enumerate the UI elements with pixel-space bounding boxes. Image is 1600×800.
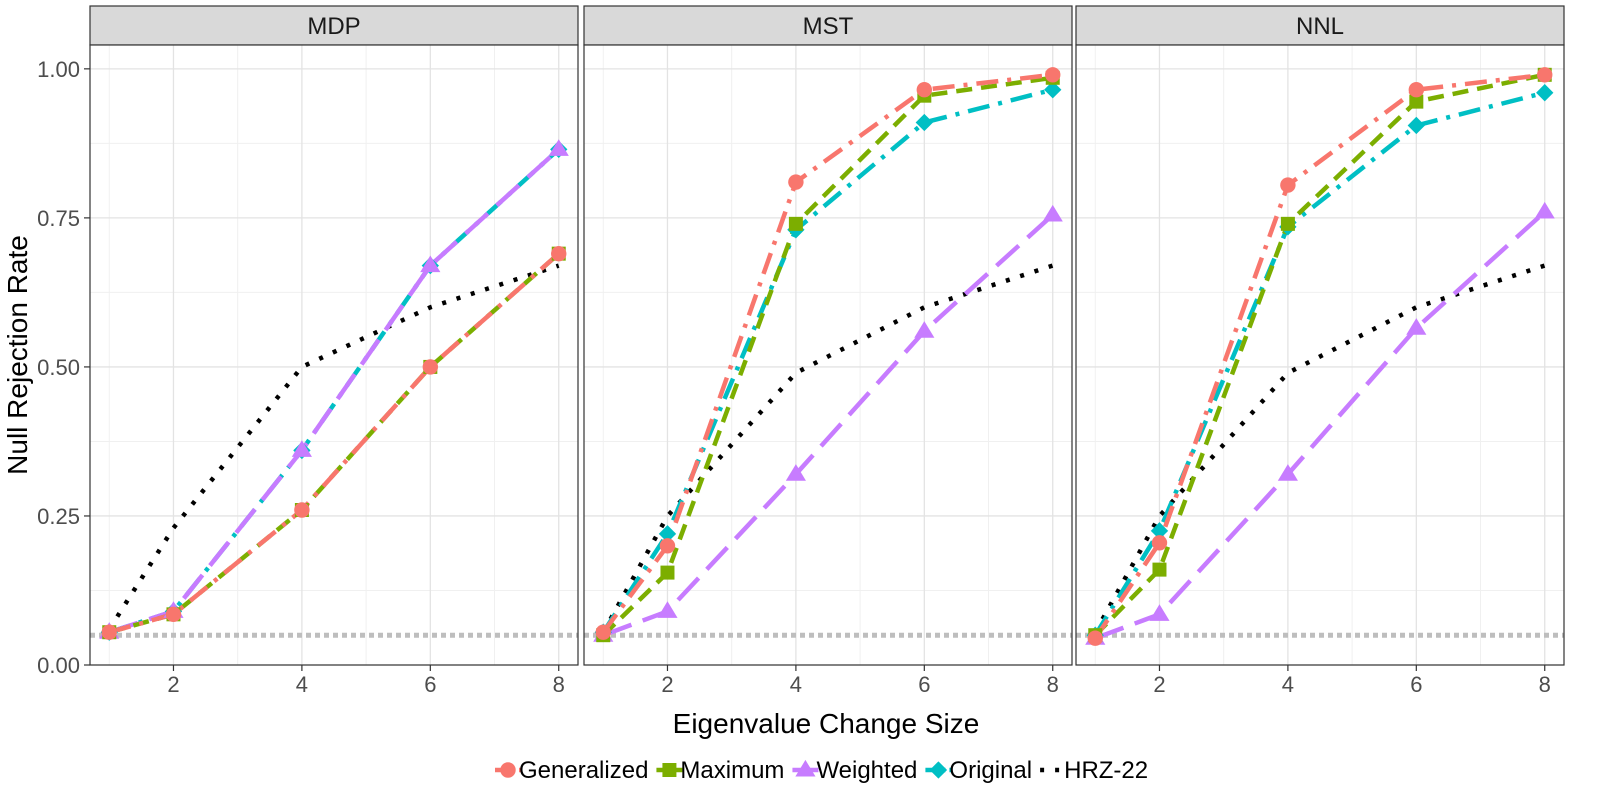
data-point-generalized (595, 624, 611, 640)
data-point-generalized (1151, 535, 1168, 551)
series-group (99, 139, 569, 641)
data-point-generalized (422, 359, 439, 375)
data-point-weighted (1042, 204, 1063, 222)
x-tick-label: 2 (1153, 672, 1165, 697)
data-point-original (1044, 81, 1062, 99)
x-tick-label: 4 (790, 672, 802, 697)
panel-border (89, 44, 579, 666)
legend-item-maximum: Maximum (656, 757, 784, 784)
data-point-weighted (1406, 318, 1427, 335)
facet-panels: MDP 2 4 6 8 0.00 0.25 0.50 0.75 1.00 MST 2 4 6 8 NNL 2 4 6… (37, 5, 1565, 697)
legend-key-marker (929, 761, 948, 779)
y-tick-label: 1.00 (37, 57, 80, 82)
data-point-weighted (914, 321, 935, 338)
data-point-weighted (657, 601, 678, 618)
data-point-maximum (1280, 216, 1295, 231)
y-tick-label: 0.75 (37, 206, 80, 231)
legend-label: Generalized (519, 757, 648, 784)
facet-strip-label: MDP (307, 13, 360, 40)
x-tick-label: 8 (1047, 672, 1059, 697)
data-point-weighted (1534, 201, 1555, 219)
data-point-generalized (294, 502, 310, 518)
series-group (593, 67, 1063, 643)
x-tick-label: 2 (167, 672, 179, 697)
x-tick-label: 8 (1539, 672, 1551, 697)
x-axis-title: Eigenvalue Change Size (673, 708, 980, 739)
data-point-generalized (916, 82, 933, 98)
data-point-maximum (1152, 562, 1167, 577)
facet-strip-label: MST (803, 13, 854, 40)
data-point-generalized (1537, 67, 1553, 83)
data-point-maximum (1409, 94, 1424, 109)
legend-item-generalized: Generalized (495, 757, 648, 784)
series-group (1085, 67, 1555, 646)
legend-item-weighted: Weighted (792, 757, 917, 784)
legend-item-original: Original (925, 757, 1032, 784)
legend-label: HRZ-22 (1064, 757, 1148, 784)
data-point-maximum (660, 565, 675, 580)
data-point-original (1150, 522, 1169, 540)
data-point-generalized (1408, 82, 1425, 98)
legend-key-marker (500, 762, 516, 778)
x-tick-label: 6 (918, 672, 930, 697)
x-tick-label: 4 (296, 672, 308, 697)
y-tick-label: 0.25 (37, 504, 80, 529)
panel-nnl: NNL 2 4 6 8 (1075, 5, 1565, 697)
y-axis-title: Null Rejection Rate (2, 235, 33, 475)
data-point-weighted (420, 255, 441, 273)
panel-mst: MST 2 4 6 8 (583, 5, 1073, 697)
data-point-weighted (1149, 604, 1170, 621)
data-point-generalized (1087, 630, 1103, 646)
legend-key-marker (662, 763, 677, 777)
data-point-generalized (101, 624, 117, 640)
y-tick-label: 0.50 (37, 355, 80, 380)
data-point-original (1536, 84, 1554, 102)
data-point-generalized (659, 538, 676, 554)
legend-label: Maximum (680, 757, 784, 784)
data-point-generalized (1045, 67, 1061, 83)
data-point-original (658, 525, 677, 543)
y-tick-label: 0.00 (37, 653, 80, 678)
legend: Generalized Maximum Weighted Original HRZ-22 (495, 757, 1148, 784)
data-point-generalized (165, 606, 182, 623)
facet-strip (1075, 5, 1565, 46)
facet-strip (89, 5, 579, 46)
data-point-weighted (1277, 464, 1298, 481)
series-line-hrz-22 (107, 263, 560, 631)
plot-background (90, 45, 578, 665)
data-point-weighted (291, 440, 312, 457)
legend-label: Original (949, 757, 1032, 784)
data-point-weighted (548, 139, 569, 156)
panel-border (583, 44, 1073, 666)
data-point-original (915, 113, 933, 132)
data-point-maximum (788, 216, 803, 231)
data-point-weighted (785, 464, 806, 481)
data-point-original (1407, 116, 1425, 135)
data-point-generalized (551, 245, 567, 262)
x-tick-label: 6 (424, 672, 436, 697)
data-point-generalized (1280, 177, 1296, 193)
legend-key-marker (795, 759, 816, 777)
panel-border (1075, 44, 1565, 666)
x-tick-label: 6 (1410, 672, 1422, 697)
x-tick-label: 8 (553, 672, 565, 697)
legend-item-hrz-22: HRZ-22 (1040, 757, 1148, 784)
data-point-generalized (788, 174, 804, 190)
panel-mdp: MDP 2 4 6 8 0.00 0.25 0.50 0.75 1.00 (37, 5, 579, 697)
x-tick-label: 4 (1282, 672, 1294, 697)
x-tick-label: 2 (661, 672, 673, 697)
facet-strip-label: NNL (1296, 13, 1344, 40)
legend-label: Weighted (816, 757, 917, 784)
